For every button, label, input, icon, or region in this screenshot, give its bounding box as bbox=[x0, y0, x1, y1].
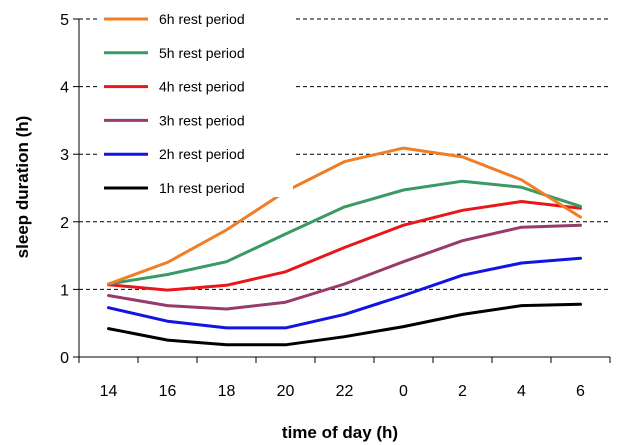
legend-item-background bbox=[99, 177, 293, 197]
legend-item-background bbox=[99, 109, 293, 130]
x-tick-label: 6 bbox=[576, 383, 585, 400]
legend-label: 4h rest period bbox=[159, 79, 245, 95]
series-line-5h-rest-period bbox=[107, 179, 582, 286]
y-tick-label: 4 bbox=[60, 80, 69, 97]
axes bbox=[78, 19, 610, 358]
series-lines bbox=[107, 146, 582, 347]
legend-item: 4h rest period bbox=[99, 75, 293, 96]
x-tick-label: 18 bbox=[218, 383, 236, 400]
y-axis-title: sleep duration (h) bbox=[13, 116, 32, 259]
series-line-1h-rest-period bbox=[107, 302, 582, 347]
legend-item-background bbox=[99, 41, 293, 62]
legend-item: 6h rest period bbox=[99, 8, 293, 28]
gridlines bbox=[79, 18, 610, 290]
x-tick-label: 4 bbox=[517, 383, 526, 400]
y-tick-label: 3 bbox=[60, 147, 69, 164]
x-axis-title: time of day (h) bbox=[282, 423, 398, 442]
legend-label: 1h rest period bbox=[159, 180, 245, 196]
x-tick-label: 16 bbox=[159, 383, 177, 400]
x-tick-label: 0 bbox=[399, 383, 408, 400]
series-line-2h-rest-period bbox=[107, 256, 582, 330]
x-tick-label: 14 bbox=[100, 383, 118, 400]
y-tick-label: 0 bbox=[60, 350, 69, 367]
legend-label: 2h rest period bbox=[159, 146, 245, 162]
legend-item-background bbox=[99, 75, 293, 96]
x-tick-label: 22 bbox=[336, 383, 354, 400]
y-tick-label: 2 bbox=[60, 215, 69, 232]
x-tick-label: 20 bbox=[277, 383, 295, 400]
x-axis-ticks: 14 16 18 20 22 0 2 4 6 bbox=[78, 357, 611, 400]
legend-item-background bbox=[99, 8, 293, 28]
legend: 6h rest period 5h rest period 4h rest peri… bbox=[99, 8, 293, 197]
y-axis-ticks: 0 1 2 3 4 5 bbox=[60, 12, 79, 367]
legend-label: 6h rest period bbox=[159, 11, 245, 27]
y-tick-label: 5 bbox=[60, 12, 69, 29]
series-line-4h-rest-period bbox=[107, 200, 582, 292]
legend-item: 2h rest period bbox=[99, 143, 293, 164]
legend-label: 5h rest period bbox=[159, 45, 245, 61]
legend-item: 5h rest period bbox=[99, 41, 293, 62]
legend-label: 3h rest period bbox=[159, 112, 245, 128]
y-tick-label: 1 bbox=[60, 282, 69, 299]
legend-item: 3h rest period bbox=[99, 109, 293, 130]
legend-item: 1h rest period bbox=[99, 177, 293, 197]
series-line-3h-rest-period bbox=[107, 223, 582, 311]
legend-item-background bbox=[99, 143, 293, 164]
series-line-6h-rest-period bbox=[107, 146, 582, 286]
x-tick-label: 2 bbox=[458, 383, 467, 400]
